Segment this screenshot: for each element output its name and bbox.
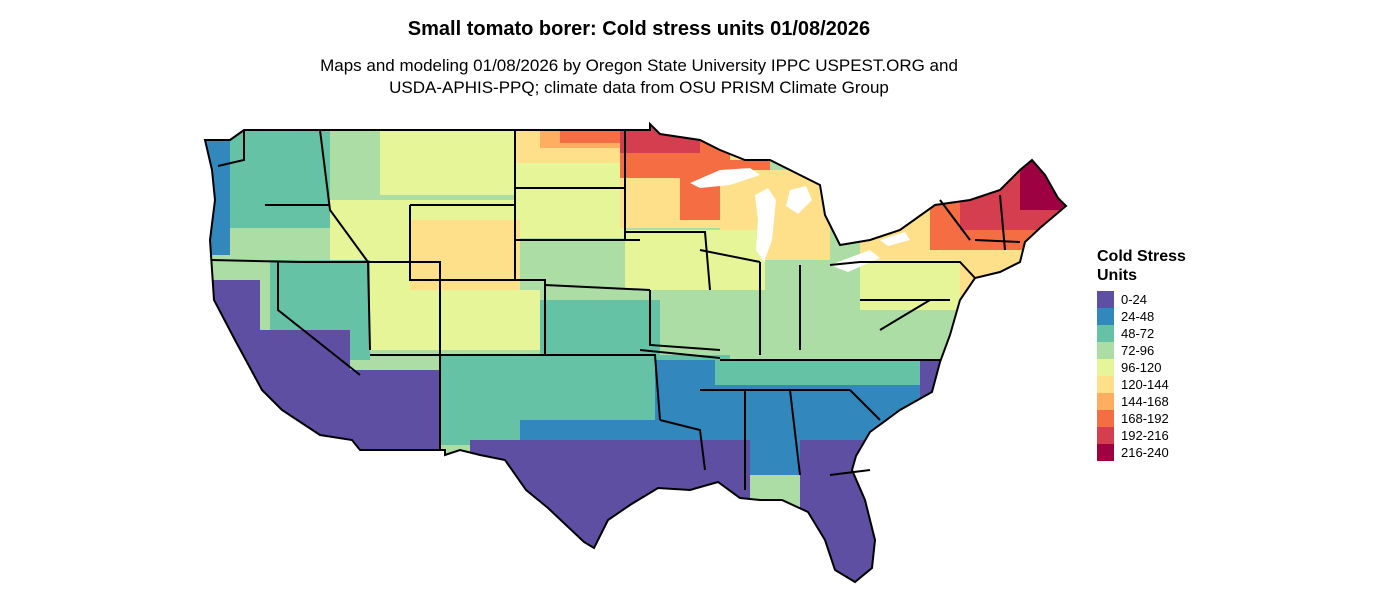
legend: Cold Stress Units 0-24 24-48 48-72 72-96 96-… bbox=[1097, 247, 1217, 461]
legend-swatch bbox=[1097, 325, 1114, 342]
legend-swatch bbox=[1097, 444, 1114, 461]
map-subtitle: Maps and modeling 01/08/2026 by Oregon S… bbox=[0, 55, 1278, 99]
legend-label: 0-24 bbox=[1121, 292, 1148, 307]
great-lakes bbox=[690, 168, 910, 272]
legend-label: 96-120 bbox=[1121, 360, 1162, 375]
legend-swatch bbox=[1097, 359, 1114, 376]
state-borders bbox=[204, 123, 1067, 583]
legend-label: 120-144 bbox=[1121, 377, 1169, 392]
legend-item: 24-48 bbox=[1097, 308, 1217, 325]
legend-item: 48-72 bbox=[1097, 325, 1217, 342]
legend-swatch bbox=[1097, 410, 1114, 427]
us-heat-map bbox=[200, 118, 1080, 590]
legend-label: 192-216 bbox=[1121, 428, 1169, 443]
legend-swatch bbox=[1097, 342, 1114, 359]
legend-items: 0-24 24-48 48-72 72-96 96-120 120-144 144-168 1… bbox=[1097, 291, 1217, 461]
legend-item: 96-120 bbox=[1097, 359, 1217, 376]
legend-item: 168-192 bbox=[1097, 410, 1217, 427]
subtitle-line-2: USDA-APHIS-PPQ; climate data from OSU PR… bbox=[389, 78, 889, 97]
legend-label: 144-168 bbox=[1121, 394, 1169, 409]
legend-item: 192-216 bbox=[1097, 427, 1217, 444]
legend-swatch bbox=[1097, 376, 1114, 393]
legend-label: 48-72 bbox=[1121, 326, 1155, 341]
legend-item: 0-24 bbox=[1097, 291, 1217, 308]
legend-label: 168-192 bbox=[1121, 411, 1169, 426]
legend-swatch bbox=[1097, 393, 1114, 410]
legend-item: 216-240 bbox=[1097, 444, 1217, 461]
map-title: Small tomato borer: Cold stress units 01… bbox=[407, 18, 871, 40]
legend-item: 120-144 bbox=[1097, 376, 1217, 393]
legend-label: 72-96 bbox=[1121, 343, 1155, 358]
subtitle-line-1: Maps and modeling 01/08/2026 by Oregon S… bbox=[320, 56, 958, 75]
legend-title: Cold Stress Units bbox=[1097, 248, 1186, 284]
legend-item: 144-168 bbox=[1097, 393, 1217, 410]
legend-swatch bbox=[1097, 427, 1114, 444]
legend-swatch bbox=[1097, 291, 1114, 308]
legend-item: 72-96 bbox=[1097, 342, 1217, 359]
legend-label: 24-48 bbox=[1121, 309, 1155, 324]
legend-label: 216-240 bbox=[1121, 445, 1169, 460]
legend-swatch bbox=[1097, 308, 1114, 325]
